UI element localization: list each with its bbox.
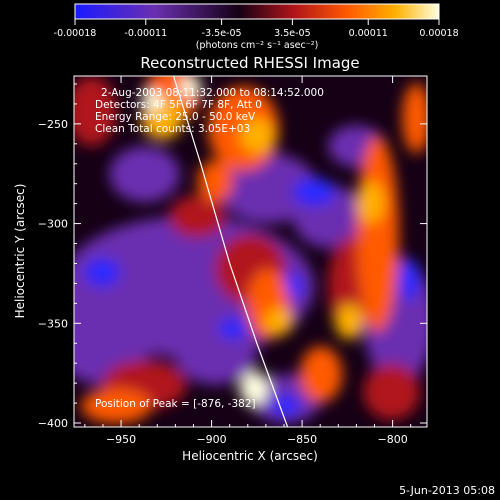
heatmap-blob bbox=[299, 346, 343, 403]
annotation-detectors: Detectors: 4F 5F 6F 7F 8F, Att 0 bbox=[95, 99, 262, 111]
colorbar-units: (photons cm⁻² s⁻¹ asec⁻²) bbox=[196, 40, 319, 51]
heatmap-blob bbox=[81, 388, 152, 424]
annotation-time: 2-Aug-2003 08:11:32.000 to 08:14:52.000 bbox=[101, 87, 324, 99]
annotation-energy: Energy Range: 25.0 - 50.0 keV bbox=[95, 111, 256, 123]
heatmap-blob bbox=[218, 318, 247, 340]
colorbar-ticks: -0.00018 -0.00011 -3.5e-05 3.5e-05 0.00011 0.… bbox=[54, 19, 459, 39]
annotation-clean: Clean Total counts: 3.05E+03 bbox=[95, 123, 250, 135]
colorbar-tick-label: 0.00018 bbox=[419, 28, 458, 39]
y-tick-label: −400 bbox=[38, 417, 68, 430]
x-tick-label: −800 bbox=[377, 433, 407, 446]
heatmap-blob bbox=[74, 76, 117, 147]
heatmap-blob bbox=[402, 83, 427, 154]
colorbar-tick-label: -0.00018 bbox=[54, 28, 97, 39]
x-tick-label: −850 bbox=[287, 433, 317, 446]
heatmap-blob bbox=[363, 363, 420, 420]
heatmap-blob bbox=[84, 258, 120, 287]
y-axis-label: Heliocentric Y (arcsec) bbox=[13, 184, 27, 319]
heatmap-blob bbox=[356, 181, 385, 224]
plot-frame bbox=[73, 75, 428, 428]
x-axis-label: Heliocentric X (arcsec) bbox=[182, 449, 318, 463]
colorbar-tick-label: 0.00011 bbox=[349, 28, 388, 39]
heatmap-blob bbox=[271, 395, 300, 417]
y-tick-label: −250 bbox=[38, 118, 68, 131]
heatmap-blob bbox=[179, 76, 202, 98]
heatmap-blob bbox=[292, 177, 336, 206]
x-axis-ticks: −950 −900 −850 −800 bbox=[84, 76, 412, 446]
colorbar-tick-label: 3.5e-05 bbox=[274, 28, 310, 39]
heatmap-blob bbox=[109, 146, 180, 203]
heatmap-blob bbox=[356, 135, 399, 333]
colorbar-tick-label: -0.00011 bbox=[124, 28, 167, 39]
colorbar-tick-label: -3.5e-05 bbox=[202, 28, 242, 39]
heatmap-blob bbox=[218, 153, 318, 224]
heatmap-blob bbox=[335, 304, 364, 340]
annotation-peak: Position of Peak = [-876, -382] bbox=[95, 398, 256, 410]
colorbar bbox=[74, 3, 440, 20]
heatmap-blob bbox=[239, 118, 276, 154]
y-tick-label: −350 bbox=[38, 317, 68, 330]
chart-title: Reconstructed RHESSI Image bbox=[140, 54, 359, 72]
heatmap-blob bbox=[264, 307, 293, 336]
heatmap-blob bbox=[141, 90, 163, 112]
heatmap-blob bbox=[169, 195, 226, 238]
heatmap-image bbox=[74, 76, 427, 424]
footer-date: 5-Jun-2013 05:08 bbox=[399, 484, 495, 497]
heatmap-blob bbox=[239, 370, 269, 406]
heatmap-blob bbox=[197, 160, 233, 203]
y-tick-label: −300 bbox=[38, 218, 68, 231]
x-tick-label: −950 bbox=[106, 433, 136, 446]
y-axis-ticks: −400 −350 −300 −250 bbox=[38, 83, 427, 430]
x-tick-label: −900 bbox=[196, 433, 226, 446]
solar-limb-line bbox=[172, 76, 289, 427]
heatmap-blob bbox=[398, 258, 420, 301]
